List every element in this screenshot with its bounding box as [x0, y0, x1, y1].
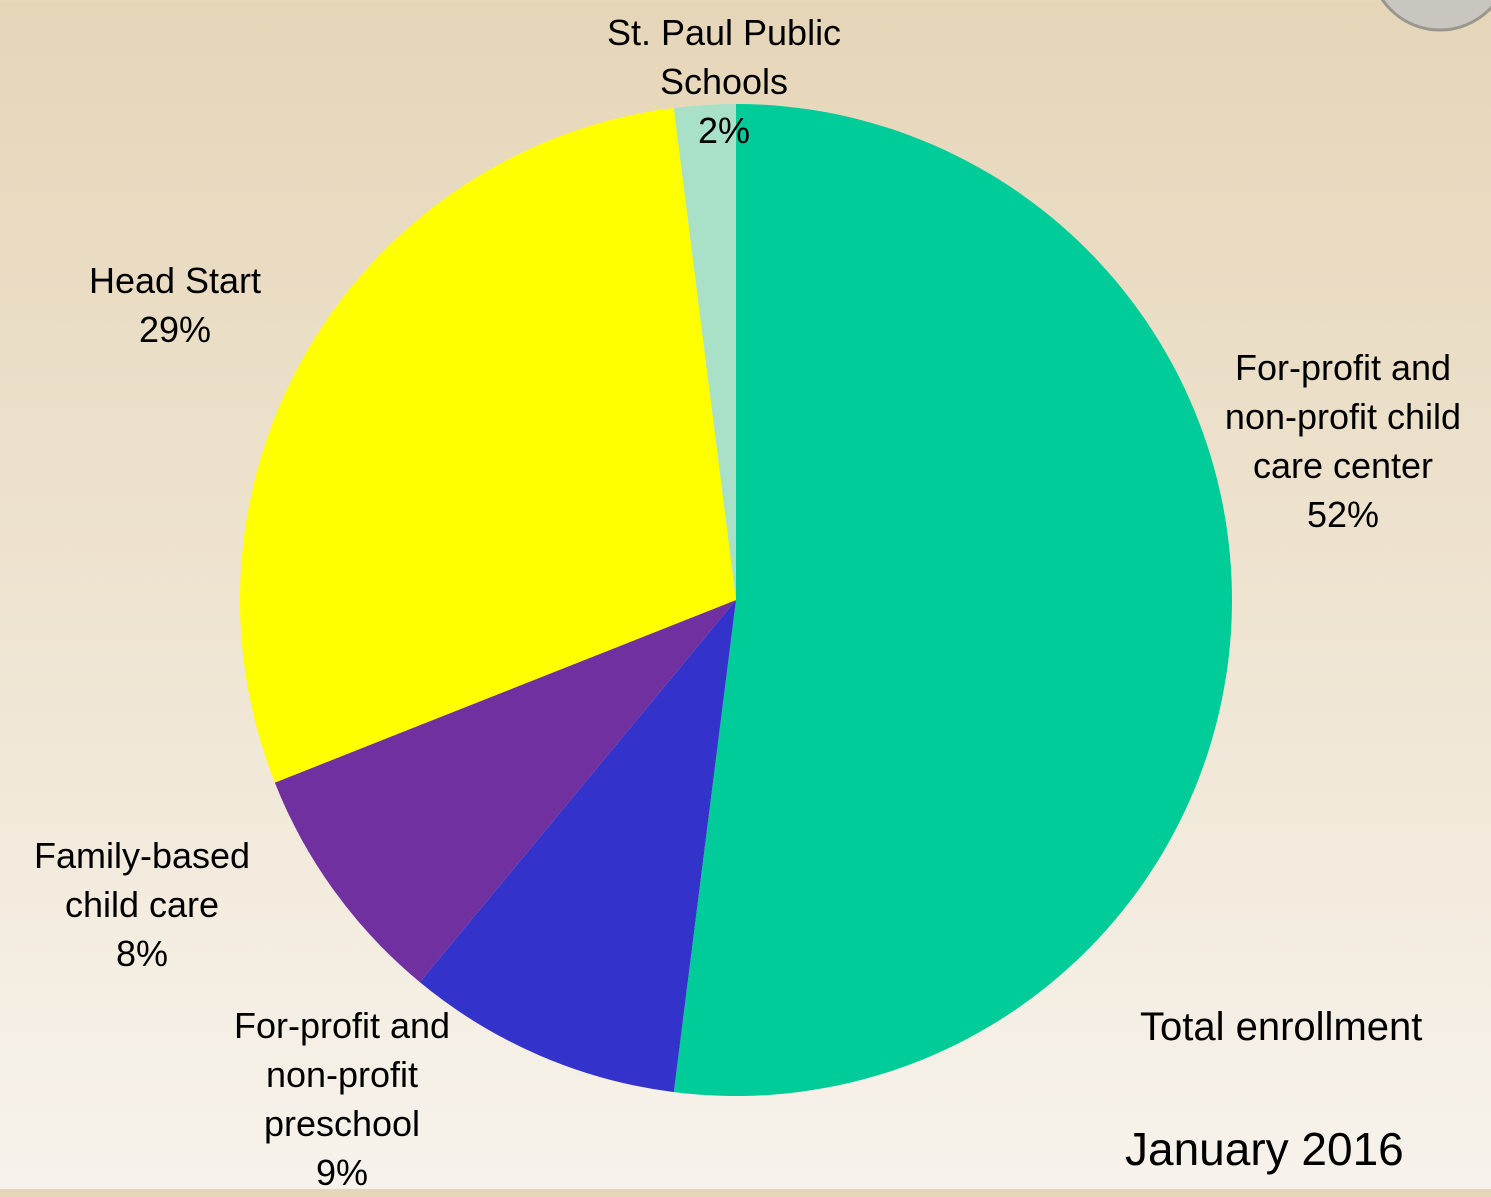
slice-label: For-profit and non-profit preschool 9%: [212, 1001, 472, 1197]
pie-slice: [673, 104, 736, 600]
slice-label: Family-based child care 8%: [12, 831, 272, 978]
slice-label: St. Paul Public Schools 2%: [579, 8, 869, 155]
value-label: 52%: [1306, 494, 1380, 535]
annotation: Total enrollment: [1140, 1005, 1423, 1049]
pie-slice: [419, 600, 736, 1093]
pie-slice: [673, 104, 1233, 1096]
seal-logo: [1380, 0, 1491, 32]
category-label: For-profit and non-profit preschool: [233, 1005, 451, 1144]
category-label: Head Start: [88, 260, 262, 301]
value-label: 8%: [115, 933, 169, 974]
category-label: For-profit and non-profit child care cen…: [1224, 347, 1462, 486]
category-label: Family-based child care: [33, 835, 251, 925]
value-label: 9%: [315, 1152, 369, 1193]
pie-slice: [274, 600, 736, 983]
category-label: St. Paul Public Schools: [606, 12, 842, 102]
value-label: 29%: [138, 309, 212, 350]
pie-slice: [239, 107, 737, 783]
annotation: January 2016: [1125, 1123, 1404, 1175]
slice-label: Head Start 29%: [65, 256, 285, 354]
value-label: 2%: [697, 110, 751, 151]
slice-label: For-profit and non-profit child care cen…: [1197, 343, 1489, 539]
